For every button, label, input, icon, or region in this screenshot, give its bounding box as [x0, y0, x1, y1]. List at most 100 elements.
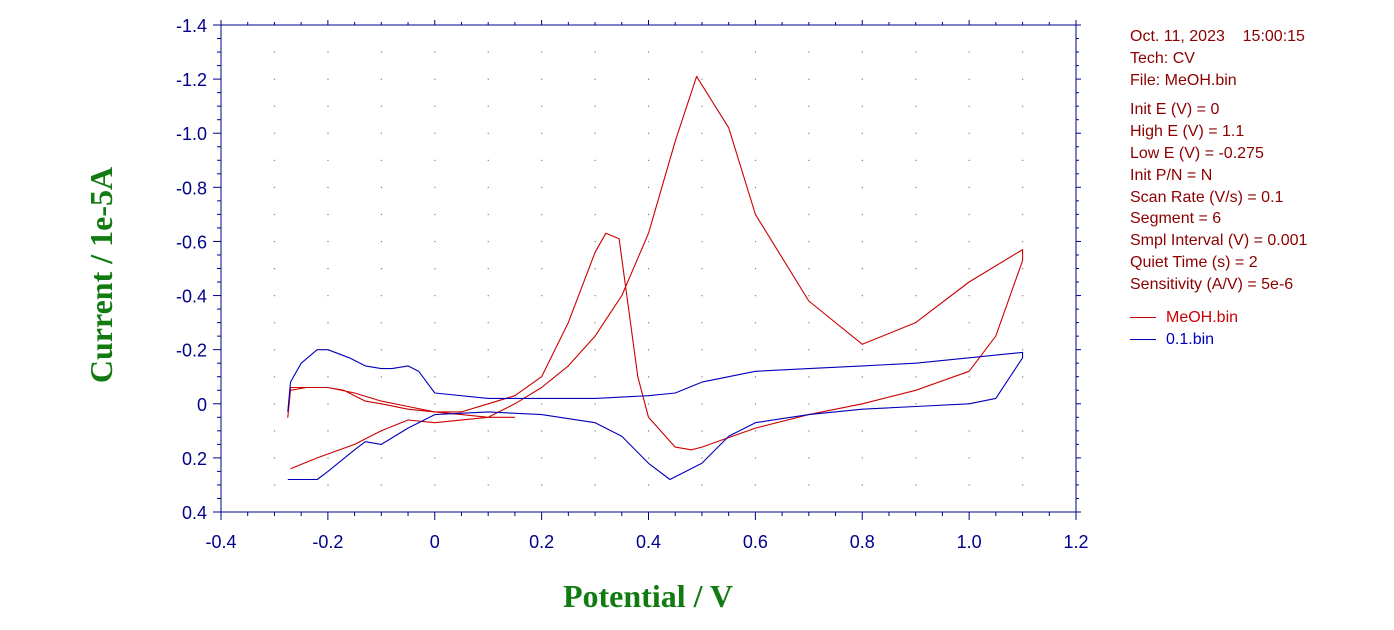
x-tick-label: 0: [430, 532, 440, 552]
grid-dot: [968, 186, 970, 189]
grid-dot: [968, 213, 970, 216]
grid-dot: [968, 295, 970, 297]
grid-dot: [1022, 78, 1024, 80]
grid-dot: [701, 78, 703, 80]
parameter-line: Scan Rate (V/s) = 0.1: [1130, 188, 1284, 206]
x-tick-label: 0.6: [743, 532, 768, 552]
grid-dot: [701, 240, 703, 243]
series-line-0: [287, 75, 1024, 470]
parameter-line: Segment = 6: [1130, 210, 1222, 228]
y-tick-label: 0: [197, 395, 207, 415]
grid-dot: [808, 240, 810, 243]
grid-dot: [273, 376, 276, 378]
grid-dot: [701, 484, 703, 486]
grid-dot: [968, 240, 970, 243]
grid-dot: [1022, 376, 1024, 378]
grid-dot: [434, 457, 436, 459]
grid-dot: [327, 430, 329, 432]
grid-dot: [861, 349, 863, 351]
grid-dot: [487, 484, 489, 486]
grid-dot: [434, 322, 436, 324]
grid-dot: [541, 349, 543, 351]
grid-dot: [808, 484, 810, 486]
grid-dot: [754, 376, 757, 378]
grid-dot: [380, 105, 383, 107]
grid-dot: [968, 268, 970, 270]
grid-dot: [434, 295, 436, 297]
grid-dot: [754, 457, 757, 459]
grid-dot: [594, 268, 596, 270]
grid-dot: [380, 322, 383, 324]
grid-dot: [808, 376, 810, 378]
grid-dot: [861, 484, 863, 486]
grid-dot: [594, 403, 596, 405]
grid-dot: [434, 484, 436, 486]
grid-dot: [1022, 349, 1024, 351]
grid-dot: [915, 51, 917, 53]
grid-dot: [487, 240, 489, 243]
grid-dot: [594, 376, 596, 378]
grid-dot: [648, 51, 650, 53]
y-tick-label: -0.4: [176, 287, 207, 307]
grid-dot: [273, 78, 276, 80]
grid-dot: [273, 457, 276, 459]
timestamp-line: Oct. 11, 2023 15:00:15: [1130, 26, 1307, 48]
grid-dot: [1022, 295, 1024, 297]
grid-dot: [380, 186, 383, 189]
legend-swatch: [1130, 317, 1156, 319]
parameter-line: Quiet Time (s) = 2: [1130, 253, 1258, 271]
grid-dot: [861, 457, 863, 459]
grid-dot: [273, 159, 276, 161]
grid-dot: [808, 268, 810, 270]
grid-dot: [380, 240, 383, 243]
parameter-line: Smpl Interval (V) = 0.001: [1130, 232, 1308, 250]
grid-dot: [594, 295, 596, 297]
grid-dot: [648, 349, 650, 351]
grid-dot: [808, 322, 810, 324]
grid-dot: [915, 213, 917, 216]
grid-dot: [380, 295, 383, 297]
grid-dot: [434, 349, 436, 351]
grid-dot: [701, 186, 703, 189]
grid-dot: [327, 186, 329, 189]
grid-dot: [541, 78, 543, 80]
axis-ticks: [213, 20, 1081, 520]
grid-dot: [327, 457, 329, 459]
experiment-info: Oct. 11, 2023 15:00:15 Tech: CV File: Me…: [1130, 26, 1307, 296]
legend-swatch: [1130, 338, 1156, 340]
grid-dot: [434, 186, 436, 189]
parameter-line: High E (V) = 1.1: [1130, 123, 1245, 141]
grid-dot: [434, 213, 436, 216]
date-text: Oct. 11, 2023: [1130, 28, 1225, 45]
grid-dot: [754, 403, 757, 405]
grid-dot: [327, 484, 329, 486]
grid-dot: [541, 322, 543, 324]
x-tick-label: 1.0: [957, 532, 982, 552]
grid-dot: [487, 457, 489, 459]
grid-dot: [701, 213, 703, 216]
grid-dot: [273, 484, 276, 486]
grid-dot: [754, 322, 757, 324]
grid-dot: [754, 159, 757, 161]
grid-dot: [541, 457, 543, 459]
grid-dot: [1022, 403, 1024, 405]
grid-dot: [915, 457, 917, 459]
grid-dot: [915, 186, 917, 189]
grid-dot: [701, 51, 703, 53]
grid-dot: [915, 376, 917, 378]
y-tick-label: 0.4: [182, 503, 207, 523]
grid-dot: [648, 484, 650, 486]
grid-dot: [915, 484, 917, 486]
grid-dot: [968, 105, 970, 107]
grid-dot: [541, 240, 543, 243]
grid-dot: [380, 457, 383, 459]
y-tick-label: -1.2: [176, 70, 207, 90]
grid-dot: [594, 240, 596, 243]
y-tick-label: -1.0: [176, 124, 207, 144]
grid-dot: [541, 51, 543, 53]
grid-dot: [648, 457, 650, 459]
grid-dot: [754, 186, 757, 189]
grid-dot: [327, 105, 329, 107]
grid-dot: [327, 295, 329, 297]
grid-dot: [968, 322, 970, 324]
